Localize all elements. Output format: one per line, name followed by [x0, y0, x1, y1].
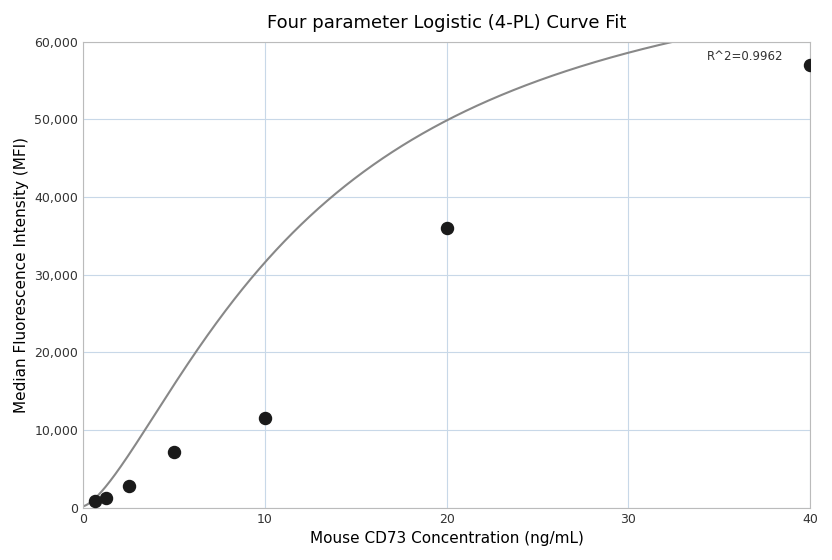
Point — [122, 482, 136, 491]
Point — [259, 414, 272, 423]
Point — [167, 447, 181, 456]
Point — [99, 493, 112, 502]
Point — [804, 60, 817, 69]
Point — [88, 497, 102, 506]
X-axis label: Mouse CD73 Concentration (ng/mL): Mouse CD73 Concentration (ng/mL) — [310, 531, 584, 546]
Point — [440, 223, 453, 232]
Text: R^2=0.9962: R^2=0.9962 — [706, 49, 783, 63]
Y-axis label: Median Fluorescence Intensity (MFI): Median Fluorescence Intensity (MFI) — [14, 137, 29, 413]
Title: Four parameter Logistic (4-PL) Curve Fit: Four parameter Logistic (4-PL) Curve Fit — [267, 14, 626, 32]
